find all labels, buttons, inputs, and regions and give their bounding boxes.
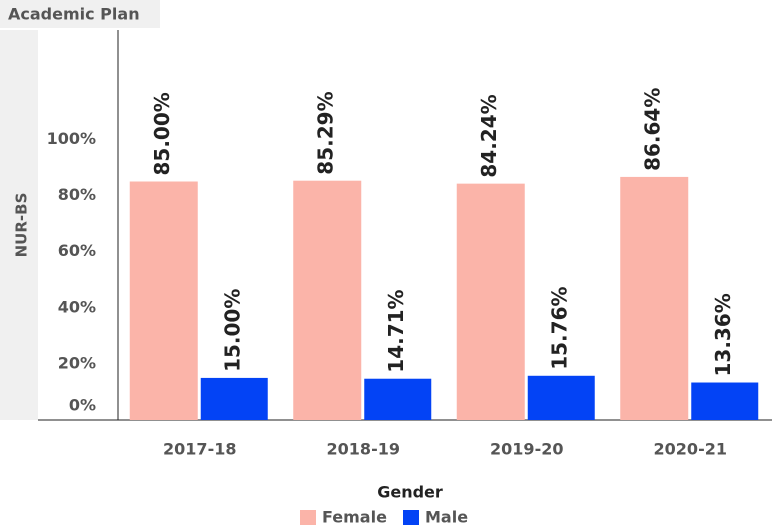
bar — [200, 377, 268, 420]
y-axis-title: NUR-BS — [13, 193, 31, 258]
y-tick-label: 80% — [58, 185, 96, 204]
bar — [293, 180, 362, 420]
x-tick-label: 2020-21 — [654, 440, 727, 459]
bar — [527, 375, 595, 420]
bar — [691, 382, 759, 420]
legend-label[interactable]: Male — [425, 508, 468, 527]
chart-title: Academic Plan — [8, 5, 140, 24]
data-label: 85.00% — [150, 92, 174, 175]
data-label: 86.64% — [641, 88, 665, 171]
y-tick-label: 20% — [58, 353, 96, 372]
y-label-strip — [0, 30, 38, 420]
data-label: 13.36% — [711, 293, 735, 376]
data-label: 15.00% — [221, 289, 245, 372]
x-tick-label: 2017-18 — [163, 440, 236, 459]
title-box — [0, 0, 160, 28]
x-tick-label: 2018-19 — [327, 440, 400, 459]
bar — [364, 378, 432, 420]
bar — [620, 176, 689, 420]
data-label: 14.71% — [384, 289, 408, 372]
legend-swatch[interactable] — [403, 510, 419, 525]
y-tick-label: 40% — [58, 297, 96, 316]
bar — [129, 181, 198, 420]
bar — [456, 183, 525, 420]
data-label: 15.76% — [548, 286, 572, 369]
y-tick-label: 0% — [69, 396, 96, 415]
legend-swatch[interactable] — [300, 510, 316, 525]
data-label: 84.24% — [477, 94, 501, 177]
legend-label[interactable]: Female — [322, 508, 387, 527]
x-tick-label: 2019-20 — [490, 440, 563, 459]
y-tick-label: 100% — [47, 129, 96, 148]
legend-title: Gender — [377, 483, 443, 502]
data-label: 85.29% — [314, 91, 338, 174]
y-tick-label: 60% — [58, 241, 96, 260]
